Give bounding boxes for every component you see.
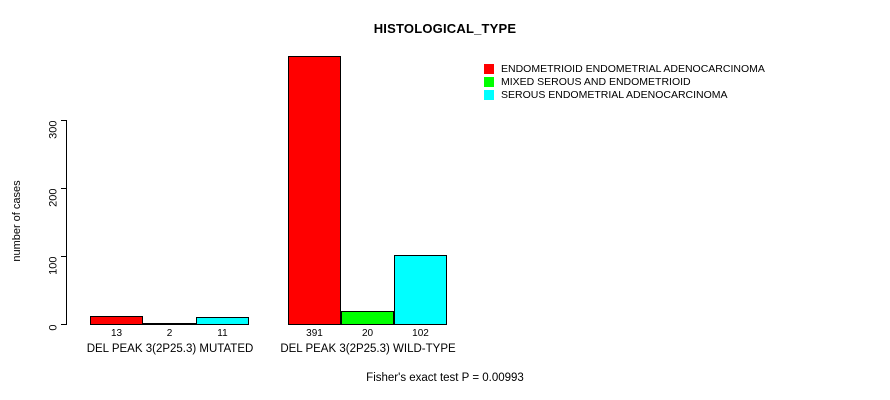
legend-swatch-icon-mixed xyxy=(484,77,494,87)
group-label-wildtype: DEL PEAK 3(2P25.3) WILD-TYPE xyxy=(280,343,456,355)
y-axis-title: number of cases xyxy=(11,180,23,262)
y-tick-mark-300 xyxy=(61,120,67,121)
bar-value-group1-serous: 11 xyxy=(217,328,228,339)
statistical-test-note: Fisher's exact test P = 0.00993 xyxy=(366,372,524,384)
legend-swatch-icon-serous xyxy=(484,90,494,100)
y-tick-label-100: 100 xyxy=(47,256,60,275)
bar-group2-serous xyxy=(394,255,447,325)
y-tick-label-200: 200 xyxy=(47,188,60,207)
y-tick-mark-100 xyxy=(61,256,67,257)
bar-value-group2-endometrioid: 391 xyxy=(306,328,323,339)
y-tick-mark-0 xyxy=(61,324,67,325)
bar-value-group2-serous: 102 xyxy=(412,328,429,339)
group-label-mutated: DEL PEAK 3(2P25.3) MUTATED xyxy=(86,343,254,355)
bar-value-group2-mixed: 20 xyxy=(361,328,374,339)
legend-label-mixed: MIXED SEROUS AND ENDOMETRIOID xyxy=(501,76,691,88)
page-title: HISTOLOGICAL_TYPE xyxy=(373,21,517,36)
bar-value-group1-endometrioid: 13 xyxy=(110,328,123,339)
y-tick-mark-200 xyxy=(61,188,67,189)
y-tick-label-300: 300 xyxy=(47,120,60,139)
legend-label-serous: SEROUS ENDOMETRIAL ADENOCARCINOMA xyxy=(501,89,728,101)
bar-group2-mixed xyxy=(341,311,394,325)
legend-label-endometrioid: ENDOMETRIOID ENDOMETRIAL ADENOCARCINOMA xyxy=(501,63,765,75)
bar-group1-mixed xyxy=(143,323,196,325)
y-axis-line xyxy=(66,120,67,324)
bar-group1-serous xyxy=(196,317,249,325)
bar-group1-endometrioid xyxy=(90,316,143,325)
legend-swatch-icon-endometrioid xyxy=(484,64,494,74)
bar-group2-endometrioid xyxy=(288,56,341,325)
bar-value-group1-mixed: 2 xyxy=(166,328,173,339)
